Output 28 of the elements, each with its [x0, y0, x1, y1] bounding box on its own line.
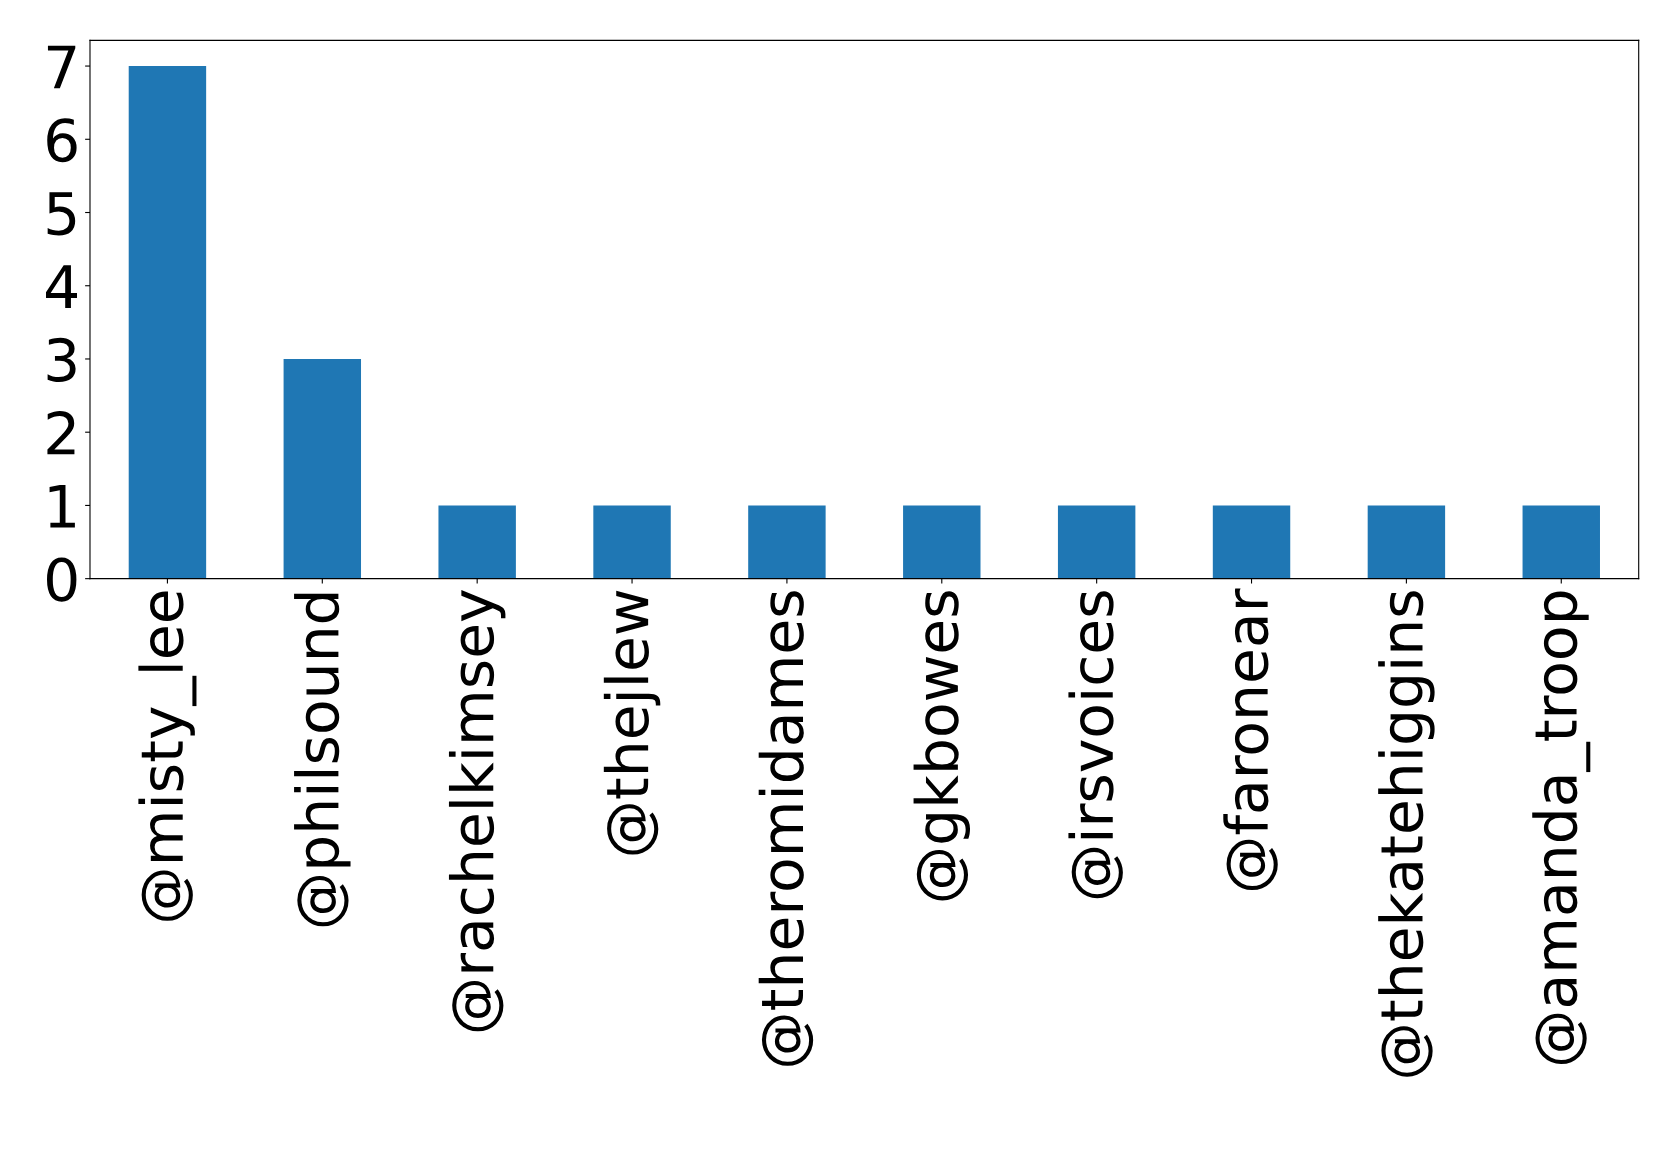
- bar: [748, 505, 826, 579]
- y-tick-label: 4: [46, 265, 77, 308]
- x-tick-label: @theromidames: [758, 591, 814, 1066]
- y-tick-label: 6: [47, 118, 77, 163]
- x-tick-label: @rachelkimsey: [448, 590, 506, 1032]
- y-tick-label: 3: [47, 337, 76, 382]
- x-tick-label: @amanda_troop: [1532, 591, 1591, 1065]
- bar: [1212, 505, 1291, 579]
- bar: [903, 505, 981, 579]
- bar: [1367, 505, 1446, 579]
- x-tick-label: @irsvoices: [1068, 591, 1123, 899]
- x-tick-label: @gkbowes: [913, 591, 971, 901]
- bar: [128, 66, 207, 579]
- x-tick-label: @philsound: [294, 593, 351, 927]
- bar: [283, 358, 362, 579]
- bar: [593, 505, 671, 579]
- x-tick-label: @thejlew: [603, 590, 661, 855]
- bar: [1057, 505, 1136, 579]
- y-tick-label: 0: [47, 557, 77, 602]
- x-tick-label: @thekatehiggins: [1378, 591, 1435, 1077]
- y-tick-label: 1: [49, 485, 75, 528]
- x-tick-label: @misty_lee: [138, 591, 197, 921]
- y-tick-label: 7: [47, 45, 76, 89]
- x-tick-label: @faronear: [1223, 588, 1278, 891]
- bar: [1522, 505, 1600, 579]
- bar: [438, 505, 516, 579]
- y-tick-label: 5: [47, 192, 76, 236]
- y-tick-label: 2: [47, 411, 75, 455]
